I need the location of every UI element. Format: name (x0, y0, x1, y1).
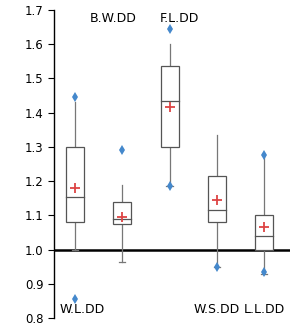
Bar (208, 176, 226, 222)
Text: W.S.DD: W.S.DD (194, 303, 240, 317)
Bar (66, 147, 84, 222)
Bar (161, 66, 179, 147)
Bar (113, 202, 131, 224)
Text: F.L.DD: F.L.DD (159, 11, 199, 25)
Bar (255, 215, 273, 250)
Text: L.L.DD: L.L.DD (243, 303, 285, 317)
Text: B.W.DD: B.W.DD (89, 11, 136, 25)
Text: W.L.DD: W.L.DD (60, 303, 105, 317)
